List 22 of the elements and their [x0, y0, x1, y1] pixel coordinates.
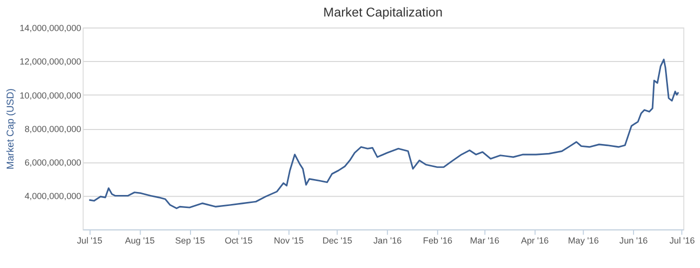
x-tick-label: Feb '16 — [423, 236, 452, 246]
x-tick-label: Mar '16 — [470, 236, 500, 246]
x-tick-label: Jul '15 — [76, 236, 102, 246]
x-tick-label: Apr '16 — [520, 236, 549, 246]
y-tick-label: 8,000,000,000 — [24, 124, 82, 134]
x-tick-label: Dec '15 — [322, 236, 352, 246]
y-tick-label: 12,000,000,000 — [20, 56, 82, 67]
y-tick-label: 4,000,000,000 — [24, 191, 82, 202]
line-series — [88, 58, 680, 210]
chart-title: Market Capitalization — [323, 4, 443, 20]
x-tick-label: May '16 — [568, 236, 599, 246]
y-tick-label: 6,000,000,000 — [24, 158, 82, 168]
x-tick-label: Jan '16 — [373, 236, 402, 246]
x-tick-label: Jun '16 — [619, 236, 648, 246]
x-tick-label: Nov '15 — [274, 236, 304, 246]
y-tick-label: 10,000,000,000 — [20, 90, 82, 100]
y-axis-title: Market Cap (USD) — [6, 88, 17, 170]
x-tick-label: Jul '16 — [669, 236, 695, 246]
y-tick-label: 14,000,000,000 — [20, 22, 82, 33]
x-tick-label: Oct '15 — [224, 236, 253, 246]
x-tick-label: Sep '15 — [175, 236, 205, 246]
x-tick-label: Aug '15 — [124, 236, 155, 246]
